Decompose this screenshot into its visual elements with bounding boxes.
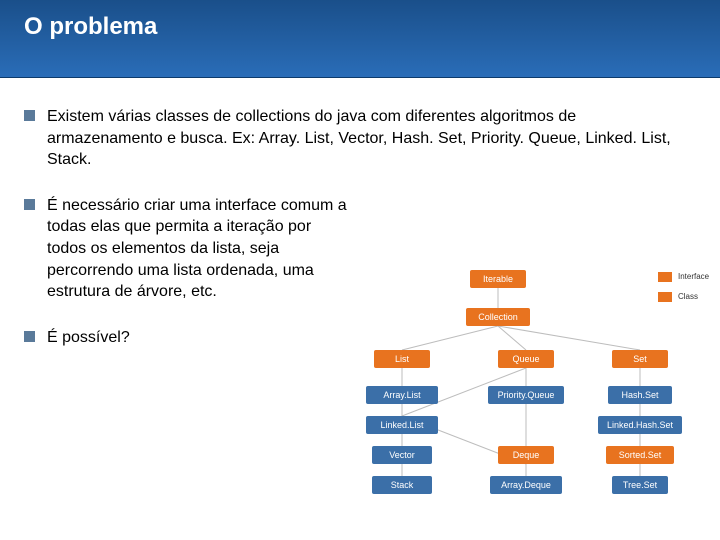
diagram-node-vector: Vector [372, 446, 432, 464]
bullet-marker-icon [24, 110, 35, 121]
legend-swatch [658, 272, 672, 282]
diagram-node-stack: Stack [372, 476, 432, 494]
diagram-node-collection: Collection [466, 308, 530, 326]
diagram-node-priorityqueue: Priority.Queue [488, 386, 564, 404]
legend-swatch [658, 292, 672, 302]
diagram-node-linkedlist: Linked.List [366, 416, 438, 434]
legend-label: Class [678, 292, 698, 301]
slide-title: O problema [24, 13, 157, 41]
title-bar: O problema [0, 0, 720, 78]
bullet-text: É necessário criar uma interface comum a… [47, 195, 347, 303]
collections-hierarchy-diagram: Iterable Collection List Queue Set Array.List… [340, 266, 712, 532]
diagram-node-treeset: Tree.Set [612, 476, 668, 494]
diagram-node-deque: Deque [498, 446, 554, 464]
diagram-node-arraylist: Array.List [366, 386, 438, 404]
diagram-node-sortedset: Sorted.Set [606, 446, 674, 464]
bullet-marker-icon [24, 199, 35, 210]
diagram-node-queue: Queue [498, 350, 554, 368]
diagram-node-set: Set [612, 350, 668, 368]
bullet-text: Existem várias classes de collections do… [47, 106, 696, 171]
diagram-node-iterable: Iterable [470, 270, 526, 288]
diagram-node-hashset: Hash.Set [608, 386, 672, 404]
legend-label: Interface [678, 272, 709, 281]
bullet-marker-icon [24, 331, 35, 342]
bullet-item: Existem várias classes de collections do… [24, 106, 696, 171]
diagram-node-arraydeque: Array.Deque [490, 476, 562, 494]
diagram-node-list: List [374, 350, 430, 368]
diagram-node-linkedhashset: Linked.Hash.Set [598, 416, 682, 434]
